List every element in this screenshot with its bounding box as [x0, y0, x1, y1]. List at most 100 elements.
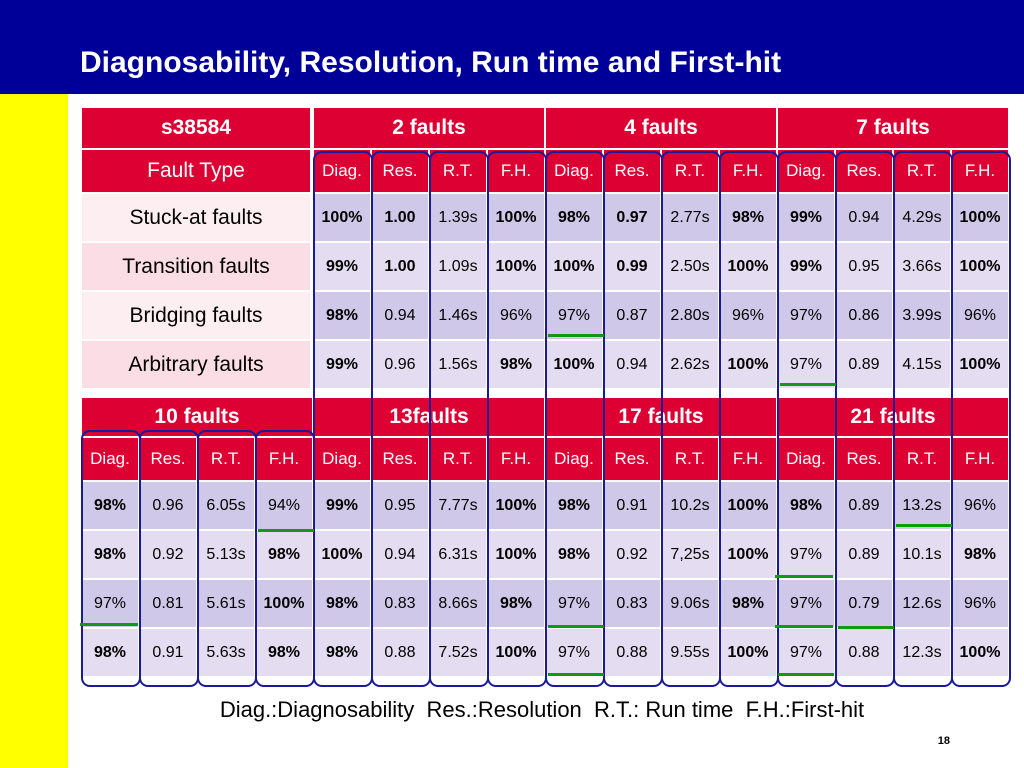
metric-header: R.T.: [198, 438, 254, 480]
data-cell: 0.88: [372, 629, 428, 676]
metric-header: Res.: [604, 150, 660, 192]
highlight-underline: [548, 334, 604, 337]
data-cell: 0.94: [836, 194, 892, 241]
metric-header: Res.: [140, 438, 196, 480]
metric-header: Res.: [372, 150, 428, 192]
data-cell: 7.77s: [430, 482, 486, 529]
metric-header: Diag.: [778, 150, 834, 192]
data-cell: 98%: [314, 292, 370, 339]
data-cell: 0.95: [372, 482, 428, 529]
data-cell: 100%: [720, 482, 776, 529]
data-cell: 0.99: [604, 243, 660, 290]
fault-group-header: 10 faults: [82, 398, 312, 436]
data-cell: 98%: [82, 531, 138, 578]
metric-header: F.H.: [952, 438, 1008, 480]
data-cell: 3.66s: [894, 243, 950, 290]
data-cell: 0.89: [836, 531, 892, 578]
data-cell: 0.94: [372, 531, 428, 578]
data-cell: 99%: [314, 341, 370, 388]
data-cell: 0.88: [604, 629, 660, 676]
metric-header: R.T.: [430, 438, 486, 480]
data-cell: 98%: [82, 482, 138, 529]
data-cell: 9.55s: [662, 629, 718, 676]
data-cell: 3.99s: [894, 292, 950, 339]
circuit-header: s38584: [82, 108, 310, 148]
data-cell: 96%: [952, 292, 1008, 339]
highlight-underline: [258, 529, 314, 532]
data-cell: 99%: [778, 194, 834, 241]
fault-group-header: 2 faults: [314, 108, 544, 148]
data-cell: 97%: [778, 580, 834, 627]
data-cell: 100%: [546, 341, 602, 388]
data-cell: 96%: [720, 292, 776, 339]
metric-header: Diag.: [546, 150, 602, 192]
side-strip: [0, 94, 68, 768]
data-cell: 98%: [488, 341, 544, 388]
data-cell: 97%: [82, 580, 138, 627]
data-cell: 98%: [256, 629, 312, 676]
data-cell: 99%: [314, 482, 370, 529]
data-cell: 6.05s: [198, 482, 254, 529]
metric-header: Diag.: [546, 438, 602, 480]
data-cell: 97%: [778, 531, 834, 578]
data-cell: 100%: [488, 243, 544, 290]
metric-header: F.H.: [720, 150, 776, 192]
data-cell: 100%: [952, 629, 1008, 676]
data-cell: 0.89: [836, 341, 892, 388]
metric-header: R.T.: [662, 150, 718, 192]
data-cell: 98%: [256, 531, 312, 578]
data-cell: 98%: [778, 482, 834, 529]
data-cell: 2.50s: [662, 243, 718, 290]
data-cell: 0.96: [140, 482, 196, 529]
data-cell: 0.94: [604, 341, 660, 388]
data-cell: 100%: [720, 243, 776, 290]
data-cell: 12.6s: [894, 580, 950, 627]
data-cell: 100%: [256, 580, 312, 627]
metric-header: Diag.: [82, 438, 138, 480]
fault-group-header: 21 faults: [778, 398, 1008, 436]
data-cell: 96%: [952, 482, 1008, 529]
fault-group-header: 17 faults: [546, 398, 776, 436]
data-cell: 10.2s: [662, 482, 718, 529]
data-cell: 0.92: [604, 531, 660, 578]
data-cell: 7.52s: [430, 629, 486, 676]
data-cell: 1.39s: [430, 194, 486, 241]
data-cell: 98%: [488, 580, 544, 627]
metric-header: F.H.: [488, 438, 544, 480]
data-cell: 0.83: [604, 580, 660, 627]
metric-header: F.H.: [952, 150, 1008, 192]
data-cell: 9.06s: [662, 580, 718, 627]
metric-header: R.T.: [662, 438, 718, 480]
data-cell: 99%: [778, 243, 834, 290]
data-cell: 100%: [952, 341, 1008, 388]
data-cell: 100%: [488, 482, 544, 529]
data-cell: 5.61s: [198, 580, 254, 627]
metric-header: F.H.: [256, 438, 312, 480]
data-cell: 0.86: [836, 292, 892, 339]
data-cell: 0.89: [836, 482, 892, 529]
data-cell: 97%: [546, 629, 602, 676]
data-cell: 2.62s: [662, 341, 718, 388]
data-cell: 100%: [314, 194, 370, 241]
data-cell: 1.00: [372, 194, 428, 241]
data-cell: 98%: [546, 482, 602, 529]
data-cell: 98%: [314, 629, 370, 676]
fault-group-header: 7 faults: [778, 108, 1008, 148]
data-cell: 1.46s: [430, 292, 486, 339]
metric-header: R.T.: [430, 150, 486, 192]
data-cell: 100%: [720, 531, 776, 578]
abbreviation-legend: Diag.:Diagnosability Res.:Resolution R.T…: [219, 697, 865, 722]
data-cell: 94%: [256, 482, 312, 529]
highlight-underline: [548, 625, 604, 628]
data-cell: 97%: [778, 341, 834, 388]
metric-header: F.H.: [720, 438, 776, 480]
data-cell: 100%: [720, 629, 776, 676]
data-cell: 0.91: [604, 482, 660, 529]
data-cell: 0.91: [140, 629, 196, 676]
data-cell: 99%: [314, 243, 370, 290]
data-cell: 0.94: [372, 292, 428, 339]
data-cell: 4.29s: [894, 194, 950, 241]
data-cell: 10.1s: [894, 531, 950, 578]
fault-type-label: Arbitrary faults: [82, 341, 310, 388]
data-cell: 0.95: [836, 243, 892, 290]
